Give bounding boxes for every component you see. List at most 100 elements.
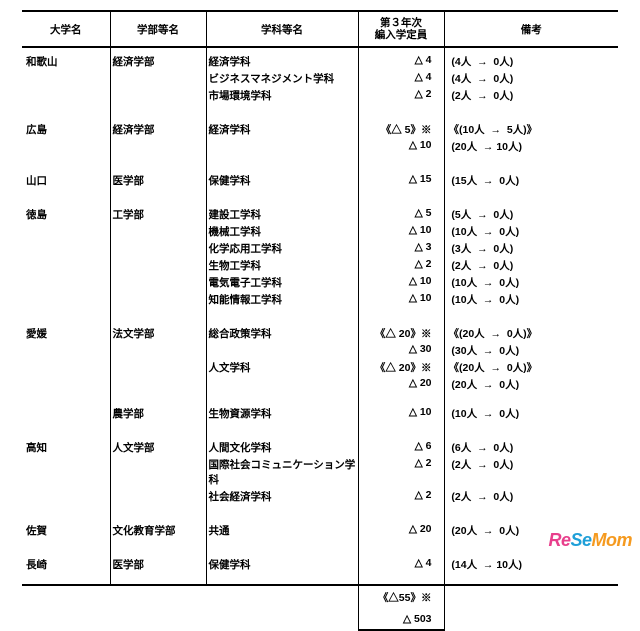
- cell-note: (10人 → 0人): [444, 405, 618, 422]
- cell-department: [206, 376, 358, 393]
- cell-faculty: 法文学部: [110, 320, 206, 342]
- cell-university: 高知: [22, 434, 110, 456]
- totals-capacity: 《△55》※: [358, 585, 444, 609]
- cell-capacity: △ 2: [358, 456, 444, 488]
- cell-capacity: △ 5: [358, 201, 444, 223]
- cell-department: 保健学科: [206, 167, 358, 189]
- cell-department: 社会経済学科: [206, 488, 358, 505]
- cell-faculty: 医学部: [110, 551, 206, 573]
- cell-department: 電気電子工学科: [206, 274, 358, 291]
- cell-faculty: 文化教育学部: [110, 517, 206, 539]
- cell-university: 和歌山: [22, 47, 110, 70]
- header-university: 大学名: [22, 11, 110, 47]
- cell-faculty: [110, 488, 206, 505]
- cell-faculty: [110, 223, 206, 240]
- cell-note: (6人 → 0人): [444, 434, 618, 456]
- cell-faculty: [110, 257, 206, 274]
- cell-note: (15人 → 0人): [444, 167, 618, 189]
- cell-department: 経済学科: [206, 47, 358, 70]
- cell-department: 国際社会コミュニケーション学科: [206, 456, 358, 488]
- cell-university: 佐賀: [22, 517, 110, 539]
- cell-university: [22, 488, 110, 505]
- cell-note: (20人 → 10人): [444, 138, 618, 155]
- cell-note: (3人 → 0人): [444, 240, 618, 257]
- cell-university: [22, 257, 110, 274]
- cell-capacity: △ 10: [358, 274, 444, 291]
- cell-department: 経済学科: [206, 116, 358, 138]
- cell-university: 徳島: [22, 201, 110, 223]
- cell-faculty: [110, 274, 206, 291]
- cell-faculty: 農学部: [110, 405, 206, 422]
- cell-faculty: [110, 138, 206, 155]
- header-notes: 備考: [444, 11, 618, 47]
- cell-note: (5人 → 0人): [444, 201, 618, 223]
- cell-note: 《(10人 → 5人)》: [444, 116, 618, 138]
- cell-university: 山口: [22, 167, 110, 189]
- cell-university: [22, 138, 110, 155]
- cell-capacity: 《△ 5》※: [358, 116, 444, 138]
- cell-note: 《(20人 → 0人)》: [444, 320, 618, 342]
- cell-department: 生物工学科: [206, 257, 358, 274]
- cell-faculty: 工学部: [110, 201, 206, 223]
- cell-capacity: △ 10: [358, 223, 444, 240]
- cell-capacity: △ 2: [358, 87, 444, 104]
- header-capacity: 第３年次編入学定員: [358, 11, 444, 47]
- cell-faculty: [110, 342, 206, 359]
- cell-note: (10人 → 0人): [444, 291, 618, 308]
- cell-capacity: △ 3: [358, 240, 444, 257]
- cell-faculty: [110, 240, 206, 257]
- cell-faculty: [110, 376, 206, 393]
- header-department: 学科等名: [206, 11, 358, 47]
- cell-university: [22, 223, 110, 240]
- resemom-logo: ReSeMom: [548, 530, 632, 551]
- cell-note: (4人 → 0人): [444, 70, 618, 87]
- header-faculty: 学部等名: [110, 11, 206, 47]
- cell-note: (2人 → 0人): [444, 87, 618, 104]
- cell-faculty: [110, 359, 206, 376]
- cell-university: [22, 405, 110, 422]
- cell-university: 長崎: [22, 551, 110, 573]
- cell-note: (14人 → 10人): [444, 551, 618, 573]
- cell-faculty: [110, 70, 206, 87]
- cell-faculty: 人文学部: [110, 434, 206, 456]
- cell-university: 愛媛: [22, 320, 110, 342]
- cell-department: 総合政策学科: [206, 320, 358, 342]
- cell-capacity: △ 30: [358, 342, 444, 359]
- capacity-table: 大学名 学部等名 学科等名 第３年次編入学定員 備考 和歌山経済学部経済学科△ …: [22, 10, 618, 631]
- cell-capacity: △ 10: [358, 138, 444, 155]
- cell-department: 市場環境学科: [206, 87, 358, 104]
- cell-department: 化学応用工学科: [206, 240, 358, 257]
- cell-university: [22, 70, 110, 87]
- cell-note: (2人 → 0人): [444, 456, 618, 488]
- cell-department: 機械工学科: [206, 223, 358, 240]
- cell-note: (10人 → 0人): [444, 274, 618, 291]
- cell-university: [22, 359, 110, 376]
- cell-capacity: 《△ 20》※: [358, 359, 444, 376]
- cell-department: [206, 138, 358, 155]
- cell-faculty: [110, 456, 206, 488]
- cell-university: [22, 456, 110, 488]
- totals-capacity: △ 503: [358, 609, 444, 630]
- cell-capacity: △ 4: [358, 47, 444, 70]
- cell-university: [22, 291, 110, 308]
- cell-university: [22, 376, 110, 393]
- cell-note: (2人 → 0人): [444, 257, 618, 274]
- cell-university: [22, 342, 110, 359]
- cell-university: 広島: [22, 116, 110, 138]
- cell-faculty: [110, 291, 206, 308]
- cell-department: 人間文化学科: [206, 434, 358, 456]
- cell-note: (10人 → 0人): [444, 223, 618, 240]
- cell-capacity: 《△ 20》※: [358, 320, 444, 342]
- cell-department: 建設工学科: [206, 201, 358, 223]
- cell-note: 《(20人 → 0人)》: [444, 359, 618, 376]
- cell-department: ビジネスマネジメント学科: [206, 70, 358, 87]
- cell-faculty: 経済学部: [110, 47, 206, 70]
- cell-department: 人文学科: [206, 359, 358, 376]
- cell-capacity: △ 15: [358, 167, 444, 189]
- cell-capacity: △ 20: [358, 517, 444, 539]
- cell-note: (30人 → 0人): [444, 342, 618, 359]
- cell-department: 共通: [206, 517, 358, 539]
- cell-faculty: [110, 87, 206, 104]
- cell-note: (4人 → 0人): [444, 47, 618, 70]
- cell-note: (2人 → 0人): [444, 488, 618, 505]
